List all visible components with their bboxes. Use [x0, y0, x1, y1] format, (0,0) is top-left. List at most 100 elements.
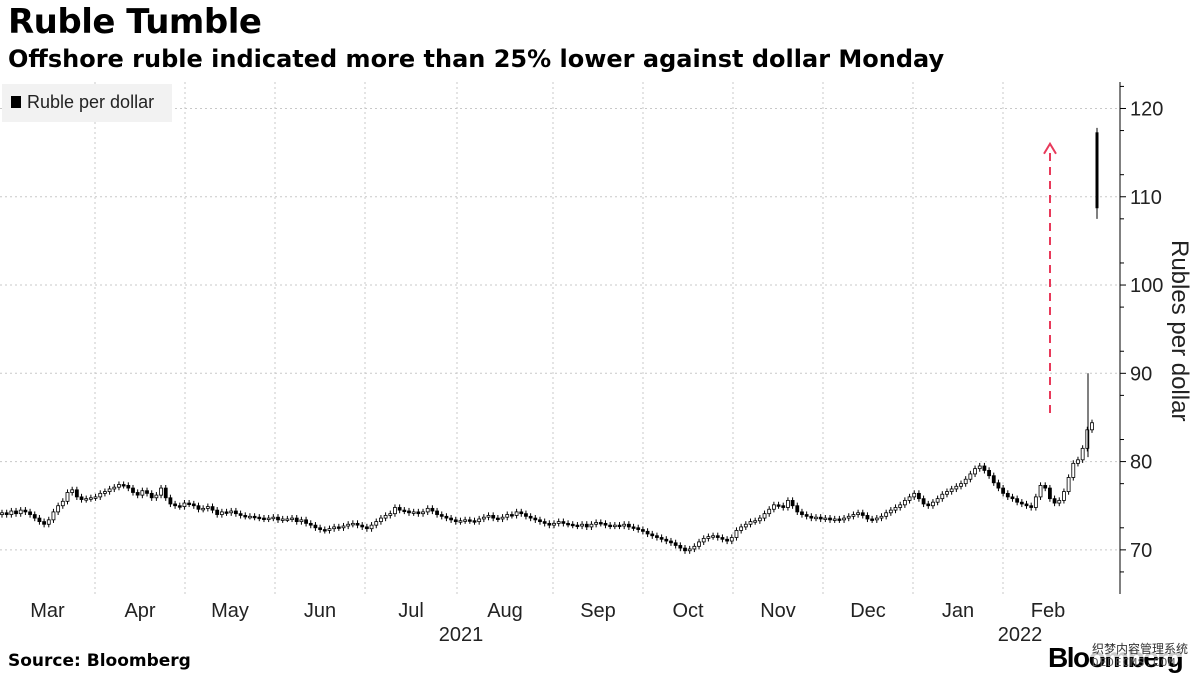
candle [1057, 500, 1062, 504]
candle [1033, 496, 1038, 508]
candle [196, 505, 201, 510]
candle [683, 547, 687, 552]
candle [135, 492, 140, 496]
candle [870, 518, 875, 521]
candle [271, 516, 276, 520]
candle [528, 515, 533, 519]
candle [1047, 487, 1052, 500]
candle [336, 526, 341, 529]
candle [369, 524, 374, 530]
candle [575, 524, 580, 528]
candle [355, 522, 360, 526]
candle [669, 540, 673, 544]
candle [973, 468, 977, 475]
candle [603, 522, 608, 526]
candle [430, 507, 435, 512]
candle [42, 521, 47, 525]
candle [743, 523, 748, 528]
candle [491, 515, 496, 519]
candle [655, 535, 659, 538]
candle [215, 509, 220, 515]
candle [435, 510, 439, 515]
candle [159, 487, 163, 496]
candle [145, 490, 149, 494]
candle [388, 513, 393, 516]
candle [379, 517, 383, 523]
candle [131, 487, 135, 493]
candle [486, 515, 491, 518]
candle [229, 510, 234, 514]
x-tick-label: Jun [304, 600, 336, 622]
y-axis-label: Rubles per dollar [1166, 240, 1193, 421]
candle [631, 526, 636, 529]
candle [753, 520, 758, 523]
candle [917, 492, 921, 500]
candle [687, 548, 692, 552]
candle [991, 475, 996, 484]
candle [645, 530, 650, 535]
candle [463, 519, 468, 522]
candle [771, 504, 776, 510]
legend-swatch [11, 96, 21, 108]
candle [453, 519, 458, 523]
candle [1062, 491, 1066, 501]
candle [383, 515, 388, 519]
x-tick-label: Dec [850, 600, 886, 622]
candle [224, 511, 229, 514]
candle [238, 513, 243, 516]
candle [898, 504, 903, 508]
candle [612, 524, 617, 528]
candle [781, 505, 786, 508]
candle [98, 492, 103, 498]
candle [411, 511, 416, 514]
x-tick-label: Mar [30, 600, 65, 622]
candle [397, 507, 402, 511]
candle [804, 514, 809, 517]
candle [1071, 462, 1076, 478]
x-year-label: 2021 [439, 624, 484, 646]
candle [982, 465, 987, 471]
candle [935, 498, 940, 503]
candle [332, 526, 337, 530]
candle [393, 507, 397, 515]
source-note: Source: Bloomberg [8, 651, 191, 671]
candle [1001, 487, 1006, 494]
candle [940, 493, 945, 500]
candle [407, 510, 411, 514]
candle [252, 515, 257, 519]
x-tick-label: Sep [580, 600, 616, 622]
candle [874, 517, 879, 521]
x-tick-label: May [211, 600, 249, 622]
candle [1024, 503, 1029, 507]
candle [308, 522, 313, 526]
candle [977, 465, 982, 470]
candle [210, 506, 215, 511]
candle [711, 535, 715, 538]
candle [1076, 459, 1080, 464]
candle [757, 517, 762, 522]
candle [795, 505, 800, 513]
candle [421, 511, 425, 515]
candle [472, 520, 477, 523]
candle [945, 491, 949, 495]
candle [402, 509, 407, 513]
candle [51, 511, 56, 521]
candle [1019, 501, 1024, 505]
candle [1052, 498, 1057, 504]
candle [257, 516, 262, 520]
candle [182, 502, 187, 508]
candle [18, 509, 23, 515]
candle [570, 523, 575, 527]
candle [987, 470, 991, 477]
candle [809, 515, 814, 519]
candle [374, 521, 379, 526]
candle [800, 511, 804, 515]
candle [28, 511, 32, 515]
candle [823, 517, 828, 520]
candle [1066, 477, 1071, 492]
candle [60, 500, 65, 507]
x-tick-label: Aug [487, 600, 523, 622]
candle [879, 515, 884, 519]
candle [243, 515, 248, 518]
